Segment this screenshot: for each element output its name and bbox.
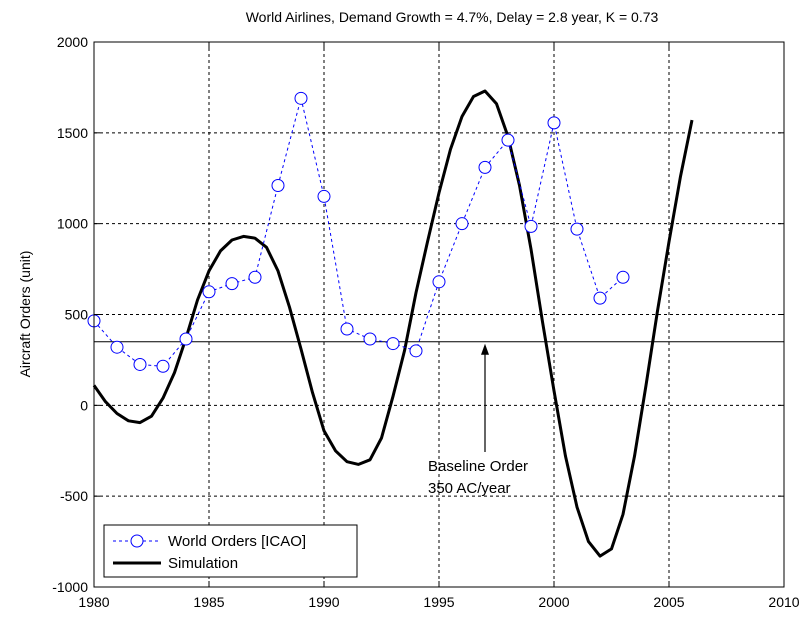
world-orders-point [432,275,446,289]
y-tick-label: 0 [80,397,88,413]
world-orders-point [179,332,193,346]
legend: World Orders [ICAO] Simulation [103,524,358,578]
x-tick-label: 1990 [308,594,339,610]
y-tick-label: 1500 [57,125,88,141]
x-tick-label: 2005 [653,594,684,610]
world-orders-point [156,359,170,373]
annotation-line2: 350 AC/year [428,480,511,497]
simulation-series [92,89,694,558]
legend-label-simulation: Simulation [168,555,238,572]
x-tick-label: 2010 [768,594,799,610]
y-tick-label: 500 [65,307,89,323]
annotation-line1: Baseline Order [428,458,528,475]
world-orders-point [294,91,308,105]
y-tick-label: -1000 [52,579,88,595]
world-orders-point [593,291,607,305]
y-axis-label: Aircraft Orders (unit) [17,251,33,378]
world-orders-point [317,189,331,203]
simulation-line [92,89,694,558]
baseline-annotation: Baseline Order 350 AC/year [428,343,528,497]
x-tick-label: 1980 [78,594,109,610]
grid-lines [94,42,784,587]
world-orders-point [225,277,239,291]
annotation-arrow-head [481,343,489,355]
world-orders-point [202,285,216,299]
world-orders-point [363,332,377,346]
x-tick-label: 1985 [193,594,224,610]
chart-title: World Airlines, Demand Growth = 4.7%, De… [246,9,659,25]
x-tick-label: 2000 [538,594,569,610]
world-orders-point [547,116,561,130]
x-tick-label: 1995 [423,594,454,610]
world-orders-point [501,133,515,147]
world-orders-point [386,337,400,351]
legend-box [103,524,358,578]
world-orders-point [248,270,262,284]
world-orders-point [409,344,423,358]
y-tick-label: 1000 [57,216,88,232]
world-orders-point [340,322,354,336]
world-orders-point [271,179,285,193]
world-orders-point [570,222,584,236]
y-axis-ticks: -1000 -500 0 500 1000 1500 2000 [52,34,784,595]
world-orders-point [616,270,630,284]
world-orders-point [133,357,147,371]
y-tick-label: 2000 [57,34,88,50]
world-orders-point [455,217,469,231]
world-orders-point [524,219,538,233]
legend-label-orders: World Orders [ICAO] [168,533,306,550]
world-orders-point [110,340,124,354]
legend-marker-orders [130,534,144,548]
x-axis-ticks: 1980 1985 1990 1995 2000 2005 2010 [78,42,800,610]
y-tick-label: -500 [60,488,88,504]
world-orders-point [478,160,492,174]
